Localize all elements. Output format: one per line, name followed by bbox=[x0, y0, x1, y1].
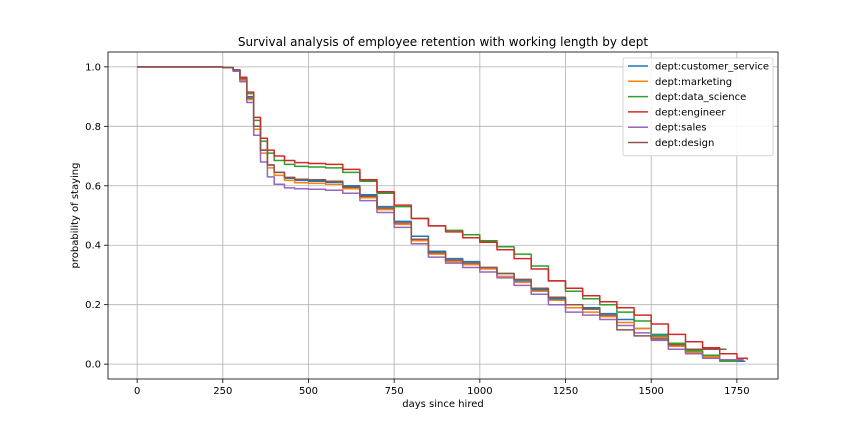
legend-label: dept:customer_service bbox=[655, 62, 769, 73]
legend-label: dept:design bbox=[655, 138, 714, 149]
x-tick-label: 500 bbox=[299, 386, 318, 397]
legend-frame bbox=[622, 57, 774, 157]
x-tick-label: 750 bbox=[385, 386, 404, 397]
legend-label: dept:sales bbox=[655, 123, 707, 134]
y-tick-label: 0.8 bbox=[85, 122, 101, 133]
x-tick-label: 1000 bbox=[467, 386, 492, 397]
axis-ticks: 0 250 500 750 1000 1250 1500 1750 0.0 0.2 0.4 0.6 0.… bbox=[85, 62, 750, 397]
y-tick-label: 1.0 bbox=[85, 62, 101, 73]
chart-title: Survival analysis of employee retention … bbox=[238, 35, 648, 49]
y-tick-label: 0.0 bbox=[85, 360, 101, 371]
y-tick-label: 0.4 bbox=[85, 241, 101, 252]
series-lines bbox=[137, 66, 748, 362]
legend-label: dept:marketing bbox=[655, 77, 732, 88]
legend: dept:customer_service dept:marketing dept:… bbox=[622, 57, 774, 157]
series-line-dept-engineer bbox=[137, 66, 748, 360]
x-tick-label: 250 bbox=[213, 386, 232, 397]
x-tick-label: 1250 bbox=[553, 386, 578, 397]
y-tick-label: 0.6 bbox=[85, 181, 101, 192]
x-tick-label: 1500 bbox=[638, 386, 663, 397]
legend-label: dept:engineer bbox=[655, 107, 726, 118]
y-tick-label: 0.2 bbox=[85, 300, 101, 311]
y-axis-label: probability of staying bbox=[70, 163, 81, 269]
legend-label: dept:data_science bbox=[655, 92, 746, 103]
x-tick-label: 1750 bbox=[724, 386, 749, 397]
x-tick-label: 0 bbox=[134, 386, 140, 397]
plot-area-frame bbox=[107, 51, 779, 380]
x-axis-label: days since hired bbox=[402, 399, 483, 410]
series-line-dept-design bbox=[137, 66, 727, 351]
